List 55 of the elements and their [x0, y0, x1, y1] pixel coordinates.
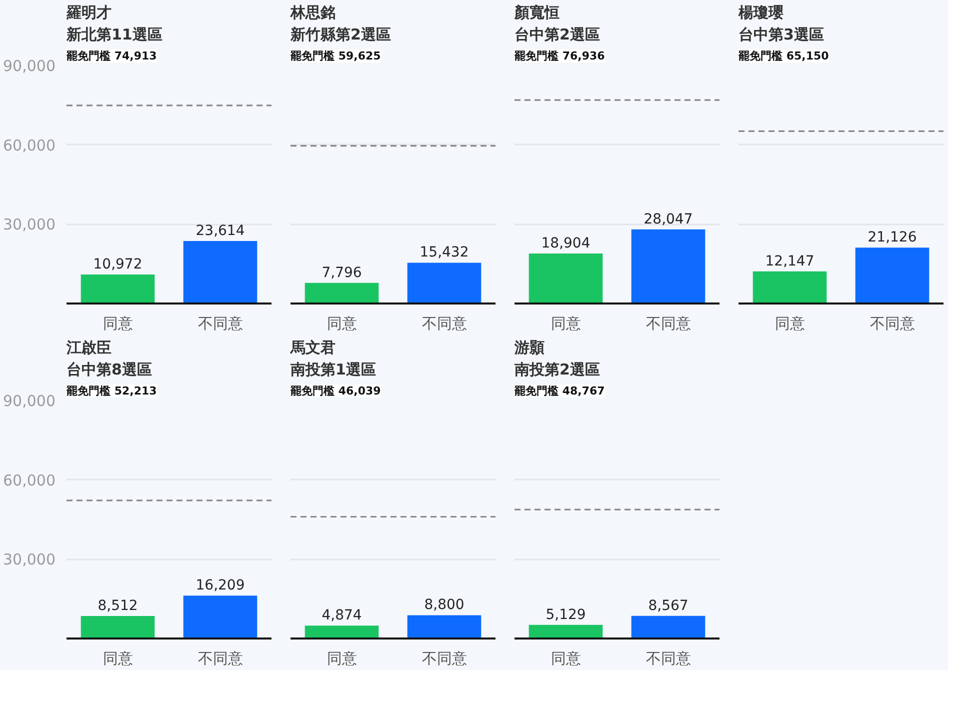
data-label: 8,512	[98, 598, 138, 614]
y-tick-label: 30,000	[3, 550, 56, 569]
chart-subtitle: 台中第8選區	[66, 360, 152, 378]
y-tick-label: 60,000	[3, 471, 56, 490]
x-tick-label: 不同意	[422, 314, 467, 332]
y-tick-label: 60,000	[3, 136, 56, 154]
x-tick-label: 不同意	[646, 314, 691, 332]
text: 罷免門檻 65,150	[738, 50, 830, 62]
text: 罷免門檻 46,039	[290, 384, 381, 398]
chart-subtitle: 台中第2選區	[514, 26, 600, 44]
chart-title: 顏寬恒	[514, 4, 560, 22]
x-tick-label: 不同意	[870, 314, 915, 332]
text: 罷免門檻 76,936	[514, 50, 606, 62]
x-tick-label: 同意	[550, 314, 581, 332]
y-tick-label: 90,000	[3, 57, 56, 75]
text: 罷免門檻 74,913	[66, 50, 157, 62]
chart-subtitle: 新竹縣第2選區	[290, 26, 391, 44]
data-label: 10,972	[93, 256, 142, 272]
data-label: 16,209	[196, 578, 245, 594]
data-label: 12,147	[765, 253, 814, 270]
x-tick-label: 同意	[326, 650, 357, 668]
data-label: 5,129	[546, 606, 586, 623]
data-label: 7,796	[322, 264, 362, 281]
data-label: 28,047	[644, 211, 693, 228]
y-tick-label: 90,000	[3, 392, 56, 410]
x-tick-label: 同意	[774, 314, 805, 332]
text: 罷免門檻 48,767	[514, 384, 605, 398]
chart-subtitle: 新北第11選區	[66, 26, 162, 44]
x-tick-label: 同意	[326, 314, 357, 332]
chart-title: 馬文君	[290, 338, 336, 356]
data-label: 18,904	[541, 236, 590, 252]
data-label: 8,567	[648, 598, 688, 614]
text: 罷免門檻 59,625	[290, 50, 381, 62]
data-label: 4,874	[322, 608, 362, 624]
data-label: 8,800	[424, 597, 464, 614]
data-label: 23,614	[196, 223, 245, 240]
data-label: 15,432	[420, 244, 469, 261]
y-tick-label: 30,000	[3, 216, 56, 234]
x-tick-label: 同意	[550, 650, 581, 668]
chart-title: 羅明才	[66, 4, 112, 22]
chart-subtitle: 南投第2選區	[514, 360, 600, 378]
chart-title: 林思銘	[290, 4, 336, 22]
data-label: 21,126	[868, 230, 917, 246]
chart-subtitle: 台中第3選區	[738, 26, 824, 44]
chart-title: 楊瓊瓔	[738, 4, 784, 22]
x-tick-label: 不同意	[198, 650, 243, 668]
x-tick-label: 不同意	[422, 650, 467, 668]
x-tick-label: 不同意	[646, 650, 691, 668]
chart-title: 游顥	[514, 338, 544, 356]
chart-title: 江啟臣	[66, 338, 112, 356]
x-tick-label: 同意	[102, 314, 133, 332]
chart-subtitle: 南投第1選區	[290, 360, 376, 378]
x-tick-label: 不同意	[198, 314, 243, 332]
text: 罷免門檻 52,213	[66, 384, 157, 398]
x-tick-label: 同意	[102, 650, 133, 668]
